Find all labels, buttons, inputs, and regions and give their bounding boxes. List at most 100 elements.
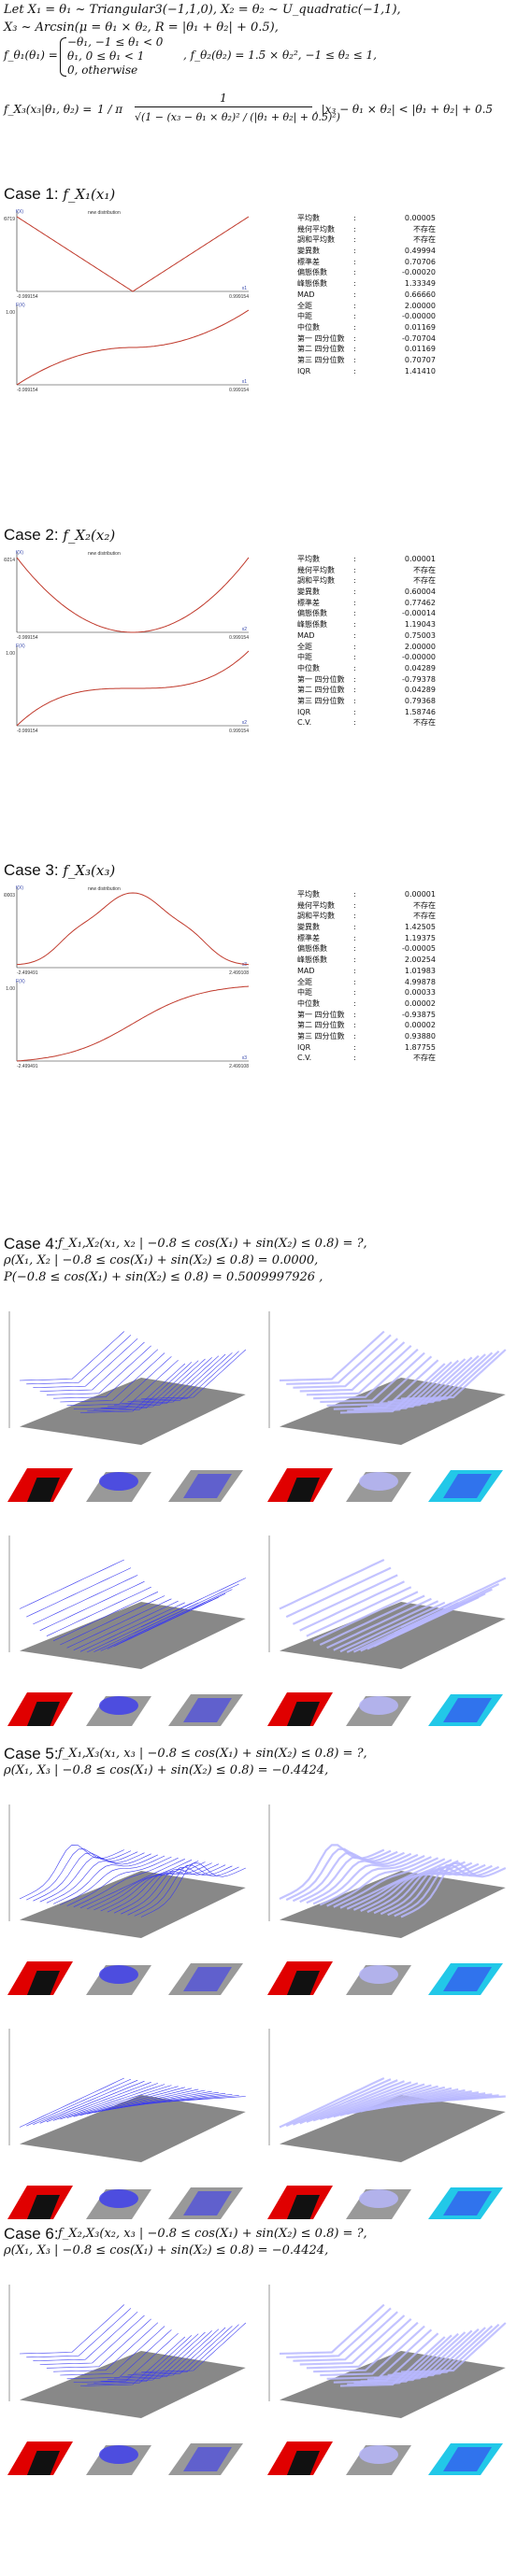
stat-row: 峰態係數: 1.33349 (297, 278, 512, 290)
stat-label: 第二 四分位數 (297, 1021, 345, 1030)
pdf3-rest: , |x₃ − θ₁ × θ₂| < |θ₁ + θ₂| + 0.5 (314, 103, 494, 116)
surface-mesh-line (320, 1352, 425, 1404)
stat-value: 0.66660 (404, 290, 436, 299)
mini-surface-overlay (183, 2447, 232, 2471)
surface-mesh-line (107, 1862, 212, 1913)
x-axis-label: x1 (242, 286, 248, 291)
surface-mesh-line (53, 2322, 159, 2372)
stat-colon: : (353, 235, 356, 245)
surface-mesh-line (107, 1357, 212, 1408)
surface-mesh-line (286, 1334, 392, 1385)
y-axis-label: F(X) (16, 303, 25, 308)
y-axis-label: f(X) (16, 885, 23, 891)
surface-mesh-line (121, 1592, 226, 1644)
stat-row: 平均數: 0.00001 (297, 554, 512, 565)
thumbnail (86, 1696, 151, 1726)
stat-label: 峰態係數 (297, 279, 327, 289)
black-region (27, 2195, 60, 2219)
stat-colon: : (353, 609, 356, 618)
surface-mesh-line (39, 2314, 145, 2365)
stat-colon: : (353, 718, 356, 728)
stat-value: 0.00001 (404, 555, 436, 563)
stat-label: 標準差 (297, 257, 320, 266)
stat-label: C.V. (297, 1054, 312, 1063)
surface-mesh-line (319, 2083, 425, 2121)
surface-mesh-line (299, 1580, 405, 1632)
stat-label: 標準差 (297, 598, 320, 607)
thumbnail (346, 1696, 411, 1726)
surface-mesh-line (66, 1856, 172, 1906)
thumbnail (168, 1694, 243, 1726)
surface-mesh-line (39, 1341, 145, 1392)
surface-mesh-line (33, 1851, 138, 1902)
case-title: Case 5: (4, 1745, 59, 1762)
x-min-label: -0.999154 (17, 294, 38, 299)
distribution-curve (16, 985, 250, 1062)
surface-mesh-line (347, 2334, 452, 2385)
stat-colon: : (353, 1054, 356, 1063)
surface-mesh-line (279, 1330, 385, 1382)
stat-value: 1.19375 (404, 933, 436, 942)
surface-mesh-line (387, 2325, 494, 2376)
distribution-curve (16, 892, 250, 966)
case-formula-line: ρ(X₁, X₂ | −0.8 ≤ cos(X₁) + sin(X₂) ≤ 0.… (4, 1253, 319, 1267)
surface-mesh-line (46, 2082, 151, 2123)
stat-value: 不存在 (413, 912, 436, 921)
stat-value: 0.00001 (404, 890, 436, 899)
pdf3-frac2-num: 1 (220, 92, 227, 105)
surface-mesh-line (121, 2327, 226, 2377)
surface-mesh-line (19, 2077, 124, 2128)
y-axis-label: f(X) (16, 209, 23, 215)
stat-label: 調和平均數 (297, 576, 335, 586)
surface-mesh-line (400, 2095, 506, 2105)
stat-colon: : (353, 290, 356, 299)
cases-brace (60, 37, 66, 77)
stat-colon: : (353, 890, 356, 899)
stat-colon: : (353, 301, 356, 310)
surface-mesh-line (353, 2332, 459, 2385)
stat-value: -0.00005 (402, 944, 436, 954)
mini-surface (99, 2445, 138, 2464)
stat-value: 1.87755 (404, 1042, 436, 1052)
stat-colon: : (353, 1021, 356, 1030)
x-axis-label: x1 (242, 379, 248, 385)
stat-colon: : (353, 214, 356, 222)
stat-label: 第三 四分位數 (297, 1031, 345, 1040)
stat-label: 峰態係數 (297, 955, 327, 965)
stat-value: -0.70704 (402, 333, 436, 343)
case-function: f_X₃(x₃) (63, 862, 116, 879)
stat-value: 不存在 (413, 718, 436, 728)
stat-colon: : (353, 663, 356, 672)
stat-row: 中距: 0.00033 (297, 987, 512, 998)
stat-colon: : (353, 900, 356, 910)
stat-colon: : (353, 555, 356, 563)
stat-label: MAD (297, 290, 315, 299)
stat-colon: : (353, 912, 356, 921)
case-number: Case 1: (4, 185, 64, 203)
stat-label: IQR (297, 1042, 311, 1052)
surface-mesh-line (79, 1363, 186, 1413)
stat-row: 全距: 2.00000 (297, 301, 512, 312)
stat-colon: : (353, 576, 356, 586)
distribution-curve (16, 309, 250, 386)
surface-mesh-line (285, 1566, 392, 1619)
thumbnail (7, 1961, 73, 1995)
surface-mesh-line (312, 1591, 419, 1642)
stat-label: MAD (297, 966, 315, 975)
statistics-table: 平均數:0.00001 幾何平均數: 不存在 調和平均數: 不存在 變異數:1.42505… (297, 889, 512, 1064)
mini-surface (359, 1472, 398, 1491)
pdf3-frac1: 1 / π (97, 103, 123, 116)
stat-label: 第一 四分位數 (297, 1010, 345, 1019)
surface-plot (267, 1311, 507, 1502)
mini-surface-overlay (443, 1698, 492, 1722)
surface-mesh-line (121, 1864, 226, 1915)
surface-mesh-line (279, 1559, 385, 1610)
stat-value: -0.00000 (402, 653, 436, 662)
stat-label: 中距 (297, 312, 312, 321)
stat-value: 0.04289 (404, 686, 436, 695)
surface-mesh-line (100, 1358, 206, 1408)
surface-mesh-line (381, 2327, 486, 2378)
stat-label: 中位數 (297, 322, 320, 332)
y-max-label: 1.49214 (4, 558, 15, 563)
stat-colon: : (353, 1010, 356, 1019)
